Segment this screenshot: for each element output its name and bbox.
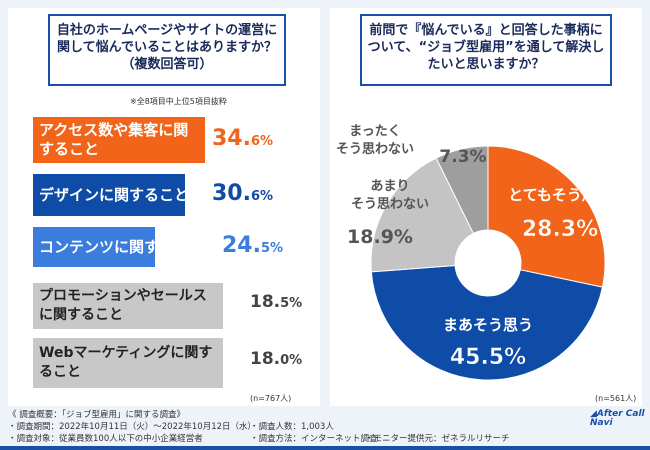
logo: ◢After Call Navi — [590, 409, 645, 428]
pie-value: 7.3% — [439, 147, 486, 167]
bar-value: 30.6% — [212, 181, 274, 206]
pie-label: とてもそう思う — [508, 186, 612, 204]
pie-label: そう思わない — [336, 142, 414, 157]
bottom-rule — [0, 446, 650, 450]
survey-period: ・調査期間：2022年10月11日（火）～2022年10月12日（水） — [8, 422, 257, 432]
pie-label: まったく — [349, 124, 400, 139]
left-n: (n=767人) — [250, 394, 292, 403]
right-question: 前問で『悩んでいる』と回答した事柄について、“ジョブ型雇用”を通して解決したいと… — [360, 14, 612, 86]
bar: プロモーションやセールスに関すること — [33, 283, 223, 329]
bar: アクセス数や集客に関すること — [33, 117, 205, 163]
bar: デザインに関すること — [33, 174, 189, 216]
survey-method: ・調査方法：インターネット調査 — [250, 434, 378, 444]
bar-value: 18.0% — [250, 349, 303, 369]
bar: Webマーケティングに関すること — [33, 338, 223, 388]
left-note: ※全8項目中上位5項目抜粋 — [130, 97, 227, 106]
bar-value: 24.5% — [222, 233, 284, 258]
survey-target: ・調査対象：従業員数100人以下の中小企業経営者 — [8, 434, 203, 444]
pie-slice — [487, 145, 606, 288]
right-n: (n=561人) — [595, 394, 637, 403]
pie-slice — [435, 145, 489, 235]
pie-slice — [370, 157, 475, 273]
pie-value: 45.5% — [450, 345, 526, 370]
pie-value: 28.3% — [522, 217, 598, 242]
survey-count: ・調査人数：1,003人 — [250, 422, 334, 432]
bar-value: 34.6% — [212, 126, 274, 151]
survey-title: 《 調査概要：「ジョブ型雇用」に関する調査》 — [8, 410, 185, 420]
survey-provider: ・モニター提供元：ゼネラルリサーチ — [365, 434, 510, 444]
footer: 《 調査概要：「ジョブ型雇用」に関する調査》 ・調査期間：2022年10月11日… — [8, 409, 256, 445]
pie-label: あまり — [370, 179, 409, 194]
pie-value: 18.9% — [347, 226, 413, 248]
pie-label: まあそう思う — [443, 316, 533, 334]
pie-label: そう思わない — [351, 197, 429, 212]
bar-value: 18.5% — [250, 292, 303, 312]
pie-slice — [370, 264, 604, 381]
left-question: 自社のホームページやサイトの運営に関して悩んでいることはありますか？（複数回答可… — [48, 14, 286, 86]
